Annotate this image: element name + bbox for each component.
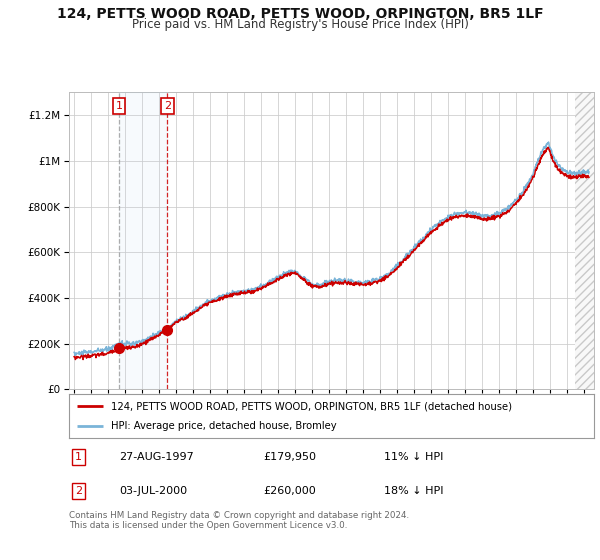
Bar xyxy=(119,92,167,389)
Bar xyxy=(575,92,600,389)
Text: Contains HM Land Registry data © Crown copyright and database right 2024.
This d: Contains HM Land Registry data © Crown c… xyxy=(69,511,409,530)
Text: 1: 1 xyxy=(116,101,122,111)
Text: 2: 2 xyxy=(164,101,171,111)
Bar xyxy=(575,92,600,389)
Text: 2: 2 xyxy=(75,486,82,496)
Text: 27-AUG-1997: 27-AUG-1997 xyxy=(119,452,194,462)
Text: £260,000: £260,000 xyxy=(263,486,316,496)
Text: 124, PETTS WOOD ROAD, PETTS WOOD, ORPINGTON, BR5 1LF (detached house): 124, PETTS WOOD ROAD, PETTS WOOD, ORPING… xyxy=(111,401,512,411)
Text: Price paid vs. HM Land Registry's House Price Index (HPI): Price paid vs. HM Land Registry's House … xyxy=(131,18,469,31)
Text: HPI: Average price, detached house, Bromley: HPI: Average price, detached house, Brom… xyxy=(111,421,337,431)
Text: 11% ↓ HPI: 11% ↓ HPI xyxy=(384,452,443,462)
Text: 1: 1 xyxy=(75,452,82,462)
Text: £179,950: £179,950 xyxy=(263,452,316,462)
Text: 18% ↓ HPI: 18% ↓ HPI xyxy=(384,486,443,496)
Text: 03-JUL-2000: 03-JUL-2000 xyxy=(119,486,187,496)
Text: 124, PETTS WOOD ROAD, PETTS WOOD, ORPINGTON, BR5 1LF: 124, PETTS WOOD ROAD, PETTS WOOD, ORPING… xyxy=(56,7,544,21)
